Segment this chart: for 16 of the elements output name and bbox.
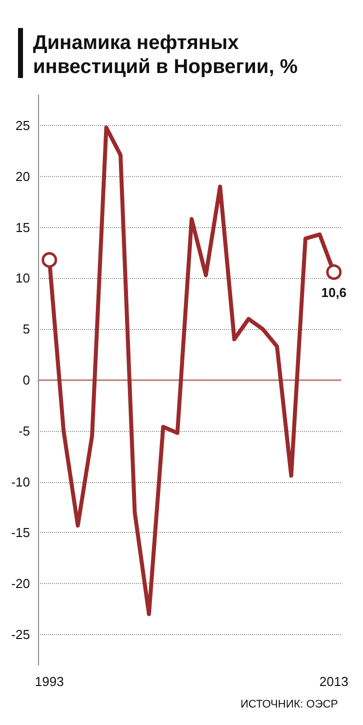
- y-tick-label: -25: [11, 626, 30, 642]
- y-tick-label: -10: [11, 474, 30, 490]
- y-tick-label: 20: [16, 168, 30, 184]
- x-tick-label: 2013: [319, 674, 348, 689]
- y-tick-label: -5: [18, 423, 30, 438]
- y-tick-label: 15: [16, 220, 30, 235]
- annotation: 10,6: [321, 285, 347, 300]
- y-tick-label: 5: [22, 322, 30, 337]
- y-tick-label: 10: [16, 270, 30, 286]
- y-tick-label: 0: [22, 372, 30, 388]
- x-tick-label: 1993: [34, 674, 64, 689]
- y-tick-label: -20: [11, 576, 30, 592]
- y-tick-label: -15: [11, 525, 30, 540]
- text: ИСТОЧНИК: ОЭСР: [240, 698, 338, 710]
- y-tick-label: 25: [16, 118, 30, 134]
- chart-title: Динамика нефтяных инвестиций в Норвегии, %: [33, 32, 298, 78]
